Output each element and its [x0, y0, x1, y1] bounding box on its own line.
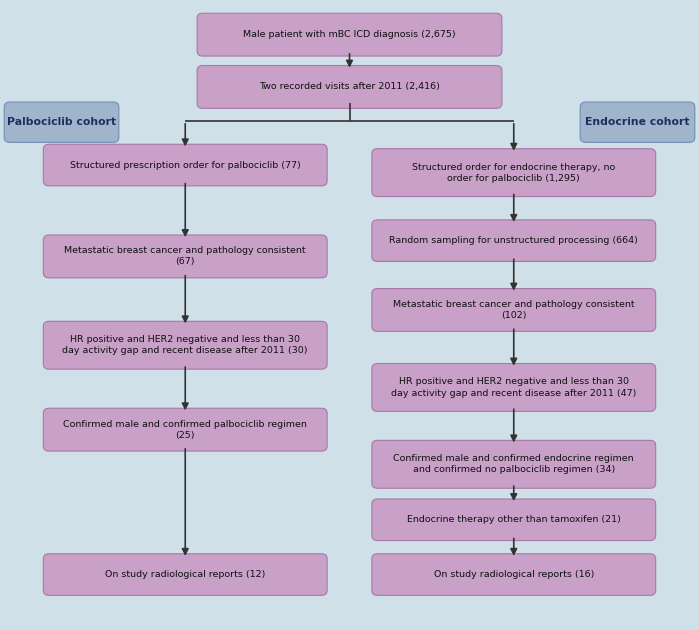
FancyBboxPatch shape	[580, 102, 695, 142]
Text: Confirmed male and confirmed palbociclib regimen
(25): Confirmed male and confirmed palbociclib…	[64, 420, 307, 440]
FancyBboxPatch shape	[43, 235, 327, 278]
FancyBboxPatch shape	[4, 102, 119, 142]
FancyBboxPatch shape	[43, 144, 327, 186]
Text: HR positive and HER2 negative and less than 30
day activity gap and recent disea: HR positive and HER2 negative and less t…	[62, 335, 308, 355]
Text: On study radiological reports (12): On study radiological reports (12)	[105, 570, 266, 579]
FancyBboxPatch shape	[372, 364, 656, 411]
Text: Male patient with mBC ICD diagnosis (2,675): Male patient with mBC ICD diagnosis (2,6…	[243, 30, 456, 39]
FancyBboxPatch shape	[43, 321, 327, 369]
Text: Palbociclib cohort: Palbociclib cohort	[7, 117, 116, 127]
Text: Endocrine therapy other than tamoxifen (21): Endocrine therapy other than tamoxifen (…	[407, 515, 621, 524]
Text: Endocrine cohort: Endocrine cohort	[585, 117, 690, 127]
Text: Random sampling for unstructured processing (664): Random sampling for unstructured process…	[389, 236, 638, 245]
Text: Confirmed male and confirmed endocrine regimen
and confirmed no palbociclib regi: Confirmed male and confirmed endocrine r…	[394, 454, 634, 474]
Text: Structured order for endocrine therapy, no
order for palbociclib (1,295): Structured order for endocrine therapy, …	[412, 163, 615, 183]
FancyBboxPatch shape	[372, 149, 656, 197]
Text: On study radiological reports (16): On study radiological reports (16)	[433, 570, 594, 579]
FancyBboxPatch shape	[372, 440, 656, 488]
FancyBboxPatch shape	[43, 408, 327, 451]
Text: Metastatic breast cancer and pathology consistent
(67): Metastatic breast cancer and pathology c…	[64, 246, 306, 266]
FancyBboxPatch shape	[43, 554, 327, 595]
FancyBboxPatch shape	[197, 13, 502, 56]
FancyBboxPatch shape	[372, 289, 656, 331]
Text: Two recorded visits after 2011 (2,416): Two recorded visits after 2011 (2,416)	[259, 83, 440, 91]
FancyBboxPatch shape	[197, 66, 502, 108]
FancyBboxPatch shape	[372, 554, 656, 595]
Text: HR positive and HER2 negative and less than 30
day activity gap and recent disea: HR positive and HER2 negative and less t…	[391, 377, 637, 398]
Text: Metastatic breast cancer and pathology consistent
(102): Metastatic breast cancer and pathology c…	[393, 300, 635, 320]
FancyBboxPatch shape	[372, 499, 656, 541]
Text: Structured prescription order for palbociclib (77): Structured prescription order for palboc…	[70, 161, 301, 169]
FancyBboxPatch shape	[372, 220, 656, 261]
